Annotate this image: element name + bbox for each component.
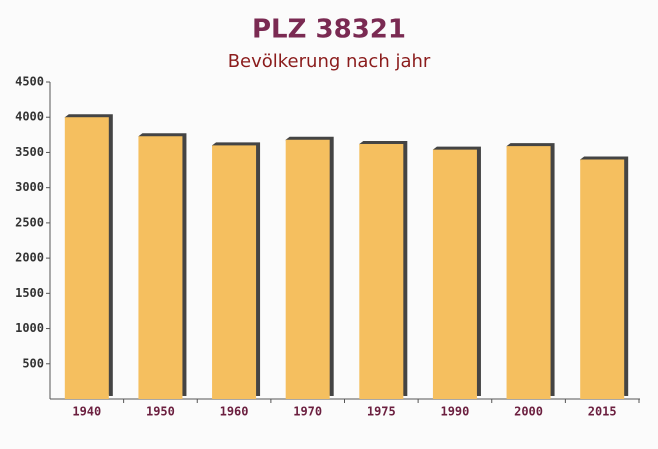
chart-title: PLZ 38321 bbox=[252, 15, 406, 45]
x-tick-label: 1960 bbox=[220, 405, 249, 419]
y-tick-label: 3000 bbox=[15, 180, 44, 194]
bar bbox=[506, 146, 551, 399]
x-tick-label: 2015 bbox=[588, 405, 617, 419]
y-tick-label: 500 bbox=[22, 356, 44, 370]
y-tick-label: 4500 bbox=[15, 75, 44, 89]
x-tick-label: 1990 bbox=[440, 405, 469, 419]
bar bbox=[359, 143, 404, 399]
x-tick-label: 1950 bbox=[146, 405, 175, 419]
x-tick-label: 1940 bbox=[72, 405, 101, 419]
y-tick-label: 3500 bbox=[15, 145, 44, 159]
bar bbox=[212, 145, 257, 399]
bar bbox=[285, 139, 330, 399]
y-tick-label: 2000 bbox=[15, 251, 44, 265]
bar bbox=[580, 159, 625, 399]
y-tick-label: 2500 bbox=[15, 215, 44, 229]
y-tick-label: 1000 bbox=[15, 321, 44, 335]
y-tick-label: 1500 bbox=[15, 286, 44, 300]
x-tick-label: 1975 bbox=[367, 405, 396, 419]
bar bbox=[138, 136, 183, 399]
x-tick-label: 2000 bbox=[514, 405, 543, 419]
bar bbox=[64, 117, 109, 399]
bar bbox=[432, 149, 477, 399]
chart-subtitle: Bevölkerung nach jahr bbox=[228, 51, 431, 72]
x-tick-label: 1970 bbox=[293, 405, 322, 419]
y-tick-label: 4000 bbox=[15, 110, 44, 124]
